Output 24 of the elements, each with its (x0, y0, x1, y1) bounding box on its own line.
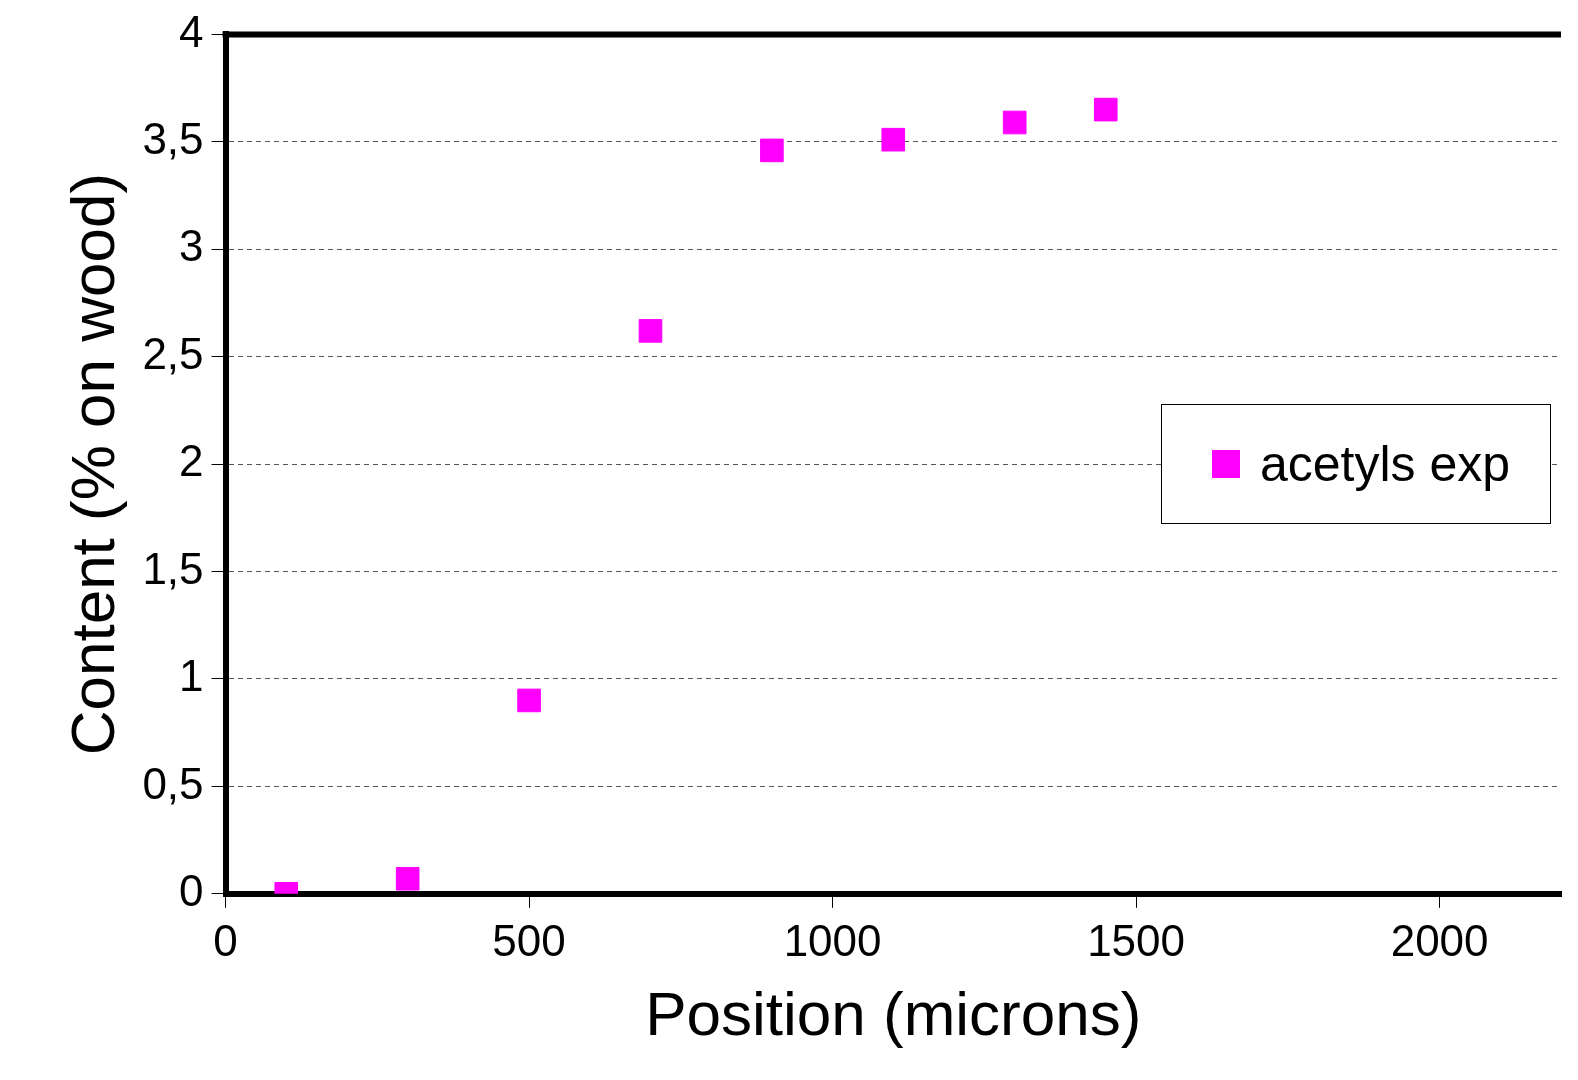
x-axis-title: Position (microns) (645, 978, 1142, 1048)
y-tick-label: 3 (179, 221, 204, 271)
x-tick-label: 2000 (1390, 916, 1489, 966)
legend-label: acetyls exp (1260, 435, 1511, 494)
x-tick-label: 1000 (783, 916, 882, 966)
y-tick-label: 4 (179, 6, 204, 56)
x-tick-label: 0 (213, 916, 238, 966)
y-tick-label: 1 (179, 651, 204, 701)
y-tick-label: 0 (179, 865, 204, 915)
point (1002, 110, 1027, 135)
y-tick-label: 2 (179, 436, 204, 486)
point (881, 127, 906, 152)
x-tick-label: 1500 (1087, 916, 1186, 966)
point (1093, 97, 1118, 122)
y-tick-label: 3,5 (142, 113, 204, 163)
y-tick-label: 2,5 (142, 328, 204, 378)
y-tick-label: 0,5 (142, 758, 204, 808)
point (638, 319, 663, 343)
point (395, 866, 420, 891)
y-axis-title: Content (% on wood) (58, 172, 128, 756)
y-tick-label: 1,5 (142, 543, 204, 593)
point (760, 138, 784, 163)
point (517, 688, 541, 713)
x-tick-label: 500 (492, 916, 566, 966)
